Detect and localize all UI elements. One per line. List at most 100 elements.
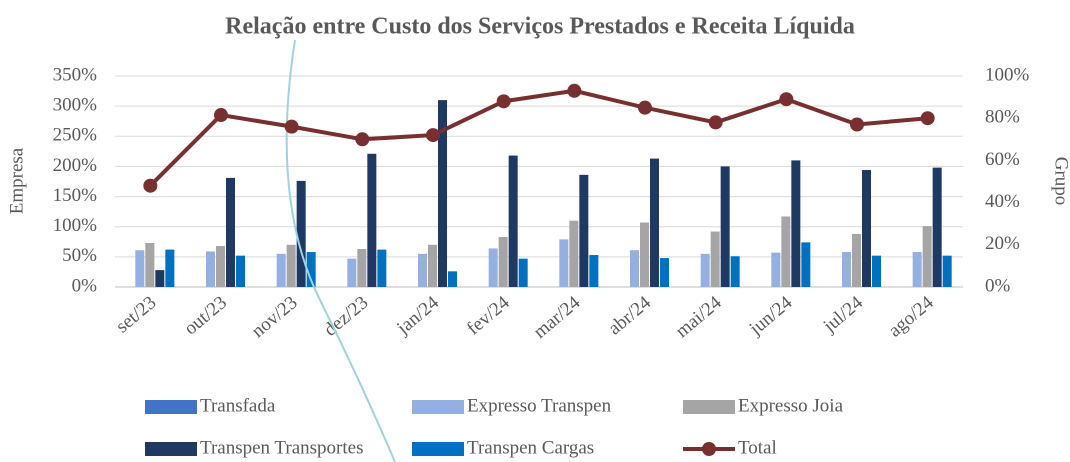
legend-swatch — [145, 400, 197, 414]
x-tick-label: mar/24 — [530, 292, 585, 343]
marker — [496, 94, 511, 109]
bar — [428, 244, 437, 287]
bar — [630, 250, 639, 287]
y2-tick-label: 0% — [985, 275, 1011, 296]
legend-swatch — [145, 442, 197, 456]
bar — [801, 242, 811, 287]
y-tick-label: 100% — [53, 215, 98, 236]
y-tick-label: 150% — [53, 185, 98, 206]
legend-label: Expresso Transpen — [467, 395, 612, 416]
bar — [145, 242, 155, 287]
bar — [589, 255, 599, 287]
bar — [660, 258, 669, 287]
legend-label: Expresso Joia — [738, 395, 844, 416]
x-tick-label: set/23 — [112, 292, 160, 337]
legend-swatch — [683, 400, 735, 414]
bar — [448, 271, 457, 287]
bar — [236, 255, 245, 287]
bar — [922, 226, 932, 287]
bar — [720, 166, 730, 287]
bar — [650, 158, 659, 287]
x-tick-label: jul/24 — [819, 292, 868, 338]
y-tick-label: 350% — [53, 64, 98, 85]
y-tick-label: 250% — [53, 125, 98, 146]
x-tick-label: abr/24 — [604, 292, 655, 340]
bar — [852, 233, 861, 287]
y-axis-label: Empresa — [6, 147, 27, 214]
marker — [850, 117, 864, 132]
legend-marker — [702, 442, 716, 456]
bar — [488, 248, 498, 287]
x-tick-label: fev/24 — [463, 292, 514, 340]
chart-title: Relação entre Custo dos Serviços Prestad… — [225, 14, 855, 40]
bar — [216, 246, 225, 287]
bar — [276, 253, 286, 287]
line — [148, 88, 928, 188]
marker — [638, 100, 652, 115]
bar — [862, 170, 871, 287]
legend-label: Transpen Transportes — [200, 437, 363, 458]
bar — [155, 270, 165, 287]
bar — [872, 255, 881, 287]
y2-tick-label: 60% — [985, 149, 1020, 170]
marker — [567, 83, 582, 98]
y2-tick-label: 100% — [985, 64, 1030, 85]
bar — [377, 249, 387, 287]
y-tick-label: 300% — [53, 95, 98, 116]
bar — [942, 255, 952, 287]
legend-label: Transfada — [200, 395, 276, 416]
y-tick-label: 200% — [53, 155, 98, 176]
y2-tick-label: 40% — [985, 191, 1020, 212]
bar — [771, 252, 781, 287]
bar — [135, 250, 145, 287]
x-tick-label: nov/23 — [248, 292, 302, 342]
y2-tick-label: 80% — [985, 107, 1020, 128]
marker — [284, 119, 299, 134]
bar — [226, 177, 235, 287]
y-tick-label: 50% — [62, 245, 97, 266]
bar — [418, 253, 427, 287]
bar — [347, 258, 357, 287]
marker — [779, 92, 794, 107]
bar — [781, 216, 791, 287]
bar — [640, 222, 649, 287]
bar — [700, 253, 710, 287]
legend-swatch — [412, 442, 464, 456]
bar — [518, 258, 528, 287]
bar — [296, 180, 306, 287]
marker — [920, 111, 935, 126]
bar — [206, 251, 215, 287]
legend-label: Transpen Cargas — [467, 437, 594, 458]
bar — [286, 244, 296, 287]
x-tick-label: ago/24 — [885, 292, 938, 342]
bar — [932, 167, 942, 287]
bar — [306, 252, 316, 287]
y2-tick-label: 20% — [985, 233, 1020, 254]
bar — [438, 100, 447, 287]
bar — [791, 160, 801, 287]
x-tick-label: jan/24 — [392, 292, 443, 340]
bar — [559, 239, 569, 287]
bar — [730, 256, 740, 287]
bar — [357, 249, 367, 287]
y2-axis-label: Grupo — [1051, 157, 1070, 206]
x-tick-label: jun/24 — [745, 292, 797, 340]
marker — [426, 128, 440, 143]
x-tick-label: out/23 — [180, 292, 231, 339]
x-tick-label: mai/24 — [672, 292, 726, 342]
bar — [165, 249, 175, 287]
bar — [842, 252, 851, 287]
marker — [214, 108, 228, 123]
bar — [710, 231, 720, 287]
y-tick-label: 0% — [72, 275, 98, 296]
bar — [498, 236, 508, 287]
bar — [569, 220, 579, 287]
bar — [579, 174, 589, 287]
marker — [708, 115, 723, 130]
bar — [912, 252, 922, 287]
bar — [367, 153, 377, 287]
legend-swatch — [412, 400, 464, 414]
legend-label: Total — [738, 437, 777, 458]
marker — [355, 132, 370, 147]
